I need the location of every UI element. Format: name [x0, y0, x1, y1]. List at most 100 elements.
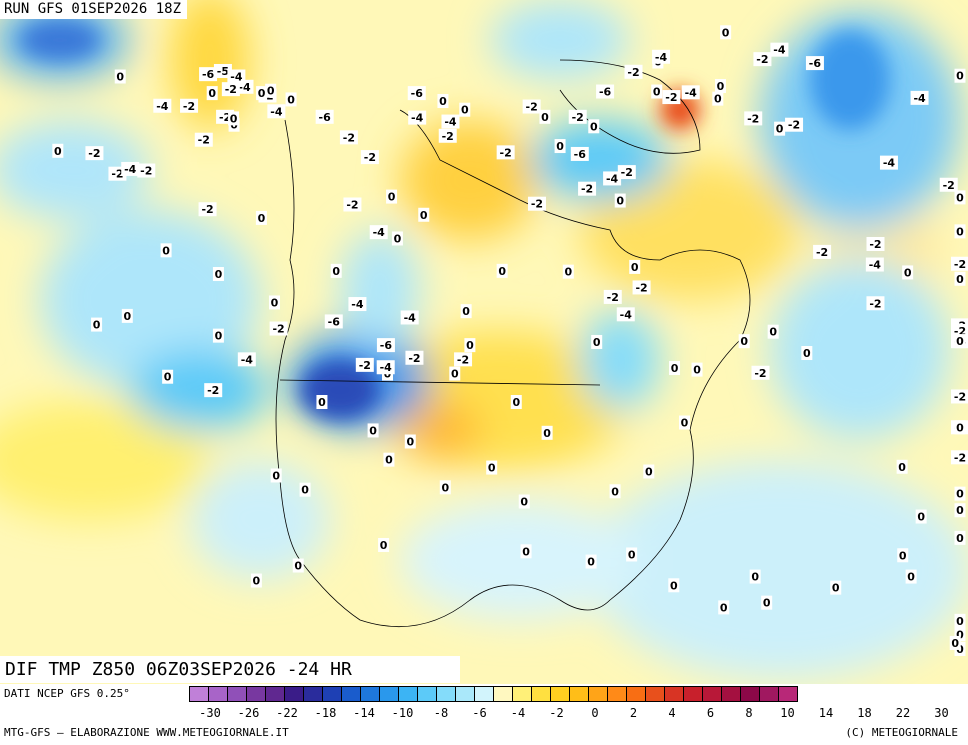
contour-label-bg: [518, 494, 530, 509]
contour-label-bg: [204, 383, 223, 398]
legend-tick: 4: [668, 706, 676, 720]
contour-label: 0: [832, 582, 840, 595]
legend-swatch: [284, 686, 304, 702]
contour-label-bg: [651, 84, 663, 99]
contour-label-bg: [915, 509, 927, 524]
contour-label-bg: [527, 196, 546, 211]
contour-label-bg: [383, 452, 395, 467]
contour-label-bg: [568, 109, 587, 124]
contour-label: 0: [272, 469, 280, 482]
contour-label: 0: [301, 484, 309, 497]
contour-label: -6: [809, 57, 822, 70]
contour-label: 0: [543, 427, 551, 440]
contour-label: -2: [183, 100, 195, 113]
contour-label-bg: [180, 98, 199, 113]
contour-label: -2: [364, 151, 376, 164]
contour-label: 0: [385, 454, 393, 467]
contour-label: -4: [773, 44, 786, 57]
contour-label-bg: [339, 130, 358, 145]
contour-label: -4: [606, 172, 619, 185]
contour-label-bg: [751, 365, 770, 380]
contour-label-bg: [954, 627, 966, 642]
contour-label-bg: [237, 352, 256, 367]
contour-label-bg: [162, 369, 174, 384]
contour-label: -2: [346, 199, 358, 212]
contour-label: 0: [720, 601, 728, 614]
contour-label-bg: [749, 569, 761, 584]
contour-label-bg: [348, 297, 367, 312]
contour-label-bg: [206, 86, 218, 101]
legend-swatch: [341, 686, 361, 702]
contour-label: -2: [140, 165, 152, 178]
contour-label: 0: [287, 93, 295, 106]
legend-tick: 10: [780, 706, 795, 720]
legend-swatch: [265, 686, 285, 702]
contour-label: -2: [869, 297, 881, 310]
contour-label-bg: [951, 450, 968, 465]
contour-label-bg: [52, 143, 64, 158]
map-title: DIF TMP Z850 06Z03SEP2026 -24 HR: [0, 656, 460, 683]
contour-label-bg: [449, 366, 461, 381]
contour-label: -4: [230, 71, 243, 84]
contour-label: -2: [572, 111, 584, 124]
contour-label-bg: [269, 295, 281, 310]
legend-tick: -26: [237, 706, 260, 720]
contour-label: 0: [271, 296, 279, 309]
contour-label: 0: [116, 71, 124, 84]
contour-label: -6: [599, 86, 612, 99]
contour-label: -4: [404, 311, 417, 324]
contour-label: 0: [593, 336, 601, 349]
contour-label: 0: [488, 462, 496, 475]
contour-label-bg: [408, 110, 427, 125]
contour-label: -2: [111, 168, 123, 181]
color-scale-ticks: -30 -26 -22 -18 -14 -10 -8 -6 -4 -2 0 2 4 6 8 10 14 18 22 3…: [190, 706, 968, 722]
contour-label-bg: [160, 243, 172, 258]
contour-label-bg: [418, 207, 430, 222]
contour-label: 0: [670, 579, 678, 592]
contour-label: -2: [607, 291, 619, 304]
contour-label: 0: [763, 597, 771, 610]
contour-label-bg: [570, 146, 589, 161]
legend-swatch: [227, 686, 247, 702]
contour-label: 0: [956, 225, 964, 238]
contour-label: -6: [380, 339, 393, 352]
contour-label: 0: [722, 26, 730, 39]
contour-label: -6: [328, 315, 341, 328]
contour-label: 0: [451, 368, 459, 381]
contour-label-bg: [902, 265, 914, 280]
contour-label: -4: [444, 116, 457, 129]
legend-swatch: [455, 686, 475, 702]
contour-label-bg: [153, 98, 172, 113]
contour-label-bg: [714, 79, 726, 93]
contour-label: 0: [93, 319, 101, 332]
contour-label-bg: [866, 296, 885, 311]
contour-label-bg: [954, 224, 966, 239]
legend-tick: -18: [314, 706, 337, 720]
legend-swatch: [721, 686, 741, 702]
contour-label-bg: [454, 352, 473, 367]
contour-label-bg: [949, 635, 961, 650]
contour-label-bg: [137, 163, 156, 178]
contour-label: 0: [294, 560, 302, 573]
contour-label: -4: [869, 259, 882, 272]
contour-label-bg: [407, 86, 426, 101]
contour-label-bg: [369, 225, 388, 240]
contour-label-bg: [194, 132, 213, 147]
contour-label: -2: [869, 238, 881, 251]
contour-label-bg: [459, 102, 471, 117]
contour-label: -5: [217, 65, 229, 78]
contour-label: -4: [883, 157, 896, 170]
legend-swatch: [322, 686, 342, 702]
contour-label: -2: [943, 179, 955, 192]
contour-label-bg: [939, 177, 958, 192]
contour-label: -2: [635, 281, 647, 294]
contour-label: -2: [198, 134, 210, 147]
contour-label-bg: [522, 99, 541, 114]
contour-label: 0: [556, 140, 564, 153]
contour-label: -4: [685, 86, 698, 99]
legend-tick: 0: [591, 706, 599, 720]
legend-swatch: [607, 686, 627, 702]
contour-label-bg: [954, 420, 966, 435]
contour-label-bg: [879, 155, 898, 170]
contour-label: 0: [898, 461, 906, 474]
